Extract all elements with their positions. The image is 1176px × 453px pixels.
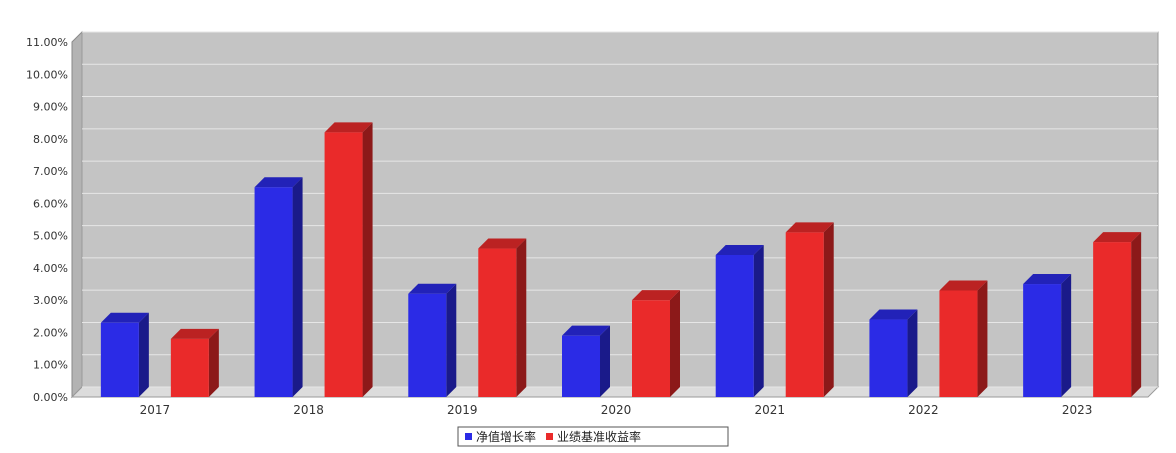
bar	[632, 290, 680, 397]
x-tick-label: 2021	[754, 403, 785, 417]
y-tick-label: 3.00%	[33, 294, 68, 307]
bar-front	[785, 232, 824, 397]
x-tick-label: 2022	[908, 403, 939, 417]
y-tick-label: 7.00%	[33, 165, 68, 178]
bar-side	[292, 177, 303, 397]
bar-top	[869, 309, 918, 320]
y-tick-label: 10.00%	[26, 68, 68, 81]
bar	[869, 309, 918, 397]
bar-side	[907, 309, 918, 397]
bar	[100, 312, 149, 397]
y-tick-label: 9.00%	[33, 101, 68, 114]
bar	[324, 122, 373, 397]
y-tick-label: 1.00%	[33, 359, 68, 372]
x-tick-label: 2019	[447, 403, 478, 417]
legend-label: 净值增长率	[476, 429, 536, 444]
bar-top	[785, 222, 834, 233]
legend-swatch	[546, 433, 553, 440]
bar-side	[753, 245, 764, 397]
bar-top	[478, 238, 527, 249]
bar-side	[977, 280, 988, 397]
bar-front	[869, 319, 908, 397]
legend-box	[457, 426, 729, 447]
y-tick-label: 4.00%	[33, 262, 68, 275]
bar-front	[478, 248, 517, 397]
bar-front	[562, 335, 600, 397]
bar	[254, 177, 303, 397]
y-tick-label: 2.00%	[33, 326, 68, 339]
bar-top	[562, 325, 610, 336]
bar	[939, 280, 988, 397]
bar-side	[600, 325, 610, 397]
bar	[562, 325, 610, 397]
left-wall	[71, 30, 83, 399]
bar-side	[208, 328, 219, 397]
y-tick-label: 0.00%	[33, 391, 68, 404]
bar	[170, 328, 219, 397]
bar	[1093, 232, 1142, 397]
bar	[1023, 274, 1072, 397]
y-tick-label: 6.00%	[33, 197, 68, 210]
bar-side	[1061, 274, 1072, 397]
bar-side	[670, 290, 680, 397]
bar	[478, 238, 527, 397]
x-tick-label: 2017	[140, 403, 171, 417]
legend-item: 净值增长率	[465, 429, 536, 444]
bar-front	[939, 290, 978, 397]
y-tick-label: 5.00%	[33, 230, 68, 243]
plot-background	[70, 30, 1160, 399]
x-tick-label: 2018	[293, 403, 324, 417]
bar-front	[100, 322, 139, 397]
legend: 净值增长率 业绩基准收益率	[457, 426, 729, 447]
bar-top	[1093, 232, 1142, 243]
bar-side	[516, 238, 527, 397]
y-axis: 0.00% 1.00% 2.00% 3.00% 4.00% 5.00% 6.00% 7.00%…	[26, 36, 68, 404]
bar-top	[100, 312, 149, 323]
bar-front	[632, 300, 670, 397]
legend-swatch	[465, 433, 472, 440]
bar-top	[939, 280, 988, 291]
bar-side	[362, 122, 373, 397]
bar-front	[1023, 284, 1062, 397]
x-axis: 2017 2018 2019 2020 2021 2022 2023	[140, 403, 1093, 417]
bar-top	[170, 328, 219, 339]
plot-area	[81, 31, 1159, 388]
bar	[785, 222, 834, 397]
bar-side	[1131, 232, 1142, 397]
bar-side	[823, 222, 834, 397]
y-tick-label: 11.00%	[26, 36, 68, 49]
bar-top	[408, 283, 457, 294]
x-tick-label: 2020	[601, 403, 632, 417]
bar-front	[1093, 242, 1132, 397]
bar-top	[632, 290, 680, 301]
bar-front	[324, 132, 363, 397]
bar-top	[324, 122, 373, 133]
bar-front	[715, 255, 754, 397]
bar-top	[1023, 274, 1072, 285]
floor	[70, 386, 1160, 398]
bar-side	[446, 283, 457, 397]
bar-front	[408, 293, 447, 397]
legend-item: 业绩基准收益率	[546, 429, 641, 444]
bar	[408, 283, 457, 397]
bar-top	[715, 245, 764, 255]
bar	[715, 245, 764, 397]
bar-top	[254, 177, 303, 188]
y-tick-label: 8.00%	[33, 133, 68, 146]
bar-front	[254, 187, 293, 397]
bars	[100, 122, 1142, 397]
legend-label: 业绩基准收益率	[557, 429, 641, 444]
bar-front	[170, 338, 209, 397]
x-tick-label: 2023	[1062, 403, 1093, 417]
bar-side	[138, 312, 149, 397]
